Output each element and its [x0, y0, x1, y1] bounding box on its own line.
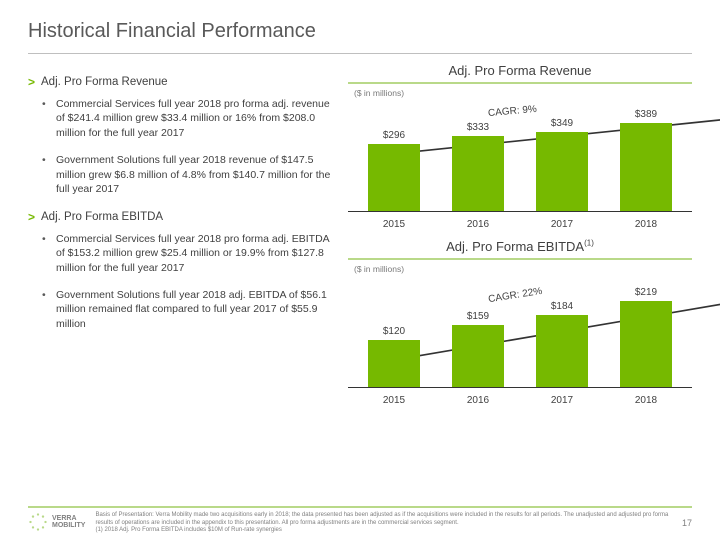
x-tick-label: 2017 — [532, 219, 592, 230]
bars-area: $296 $333 $349 $389 — [348, 112, 692, 212]
chart-plot: CAGR: 22%$120$159$184$219201520162017201… — [348, 276, 692, 406]
bullet-item: Commercial Services full year 2018 pro f… — [48, 97, 338, 141]
chevron-icon: > — [28, 74, 35, 91]
x-axis: 2015 2016 2017 2018 — [348, 395, 692, 406]
bar-wrap: $184 — [532, 301, 592, 387]
right-column: Adj. Pro Forma Revenue($ in millions)CAG… — [348, 62, 692, 414]
bullet-list: Commercial Services full year 2018 pro f… — [28, 232, 338, 332]
chart-title: Adj. Pro Forma EBITDA(1) — [446, 239, 594, 254]
x-tick-label: 2017 — [532, 395, 592, 406]
x-tick-label: 2018 — [616, 219, 676, 230]
bullet-item: Commercial Services full year 2018 pro f… — [48, 232, 338, 276]
section-label: Adj. Pro Forma EBITDA — [41, 209, 163, 225]
logo: VERRA MOBILITY — [28, 512, 85, 532]
chart-units: ($ in millions) — [354, 264, 692, 274]
bullet-item: Government Solutions full year 2018 adj.… — [48, 288, 338, 332]
x-tick-label: 2016 — [448, 219, 508, 230]
left-column: > Adj. Pro Forma Revenue Commercial Servic… — [28, 62, 338, 414]
chart-block: Adj. Pro Forma EBITDA(1)($ in millions)C… — [348, 238, 692, 406]
bar — [452, 325, 504, 387]
chevron-icon: > — [28, 209, 35, 226]
bar — [620, 301, 672, 387]
bar-value-label: $219 — [635, 287, 657, 298]
bar-value-label: $159 — [467, 311, 489, 322]
bar — [368, 340, 420, 387]
chart-plot: CAGR: 9%$296$333$349$3892015201620172018 — [348, 100, 692, 230]
section-heading: > Adj. Pro Forma Revenue — [28, 74, 338, 91]
bar-value-label: $120 — [383, 326, 405, 337]
logo-text-bottom: MOBILITY — [52, 522, 85, 529]
x-tick-label: 2015 — [364, 219, 424, 230]
title-divider — [28, 53, 692, 54]
bar — [620, 123, 672, 211]
chart-title: Adj. Pro Forma Revenue — [448, 63, 591, 78]
bullet-list: Commercial Services full year 2018 pro f… — [28, 97, 338, 197]
page-title: Historical Financial Performance — [28, 20, 692, 43]
bar — [452, 136, 504, 211]
x-tick-label: 2016 — [448, 395, 508, 406]
x-tick-label: 2018 — [616, 395, 676, 406]
section-heading: > Adj. Pro Forma EBITDA — [28, 209, 338, 226]
bar-value-label: $184 — [551, 301, 573, 312]
bar-value-label: $296 — [383, 130, 405, 141]
bar — [536, 132, 588, 211]
bar — [368, 144, 420, 211]
x-tick-label: 2015 — [364, 395, 424, 406]
bullet-item: Government Solutions full year 2018 reve… — [48, 153, 338, 197]
footer-divider — [28, 506, 692, 508]
bar-wrap: $389 — [616, 109, 676, 211]
chart-title-wrap: Adj. Pro Forma Revenue — [348, 62, 692, 84]
bar-value-label: $349 — [551, 118, 573, 129]
bar-wrap: $219 — [616, 287, 676, 387]
bar-wrap: $120 — [364, 326, 424, 387]
logo-icon — [28, 512, 48, 532]
section-label: Adj. Pro Forma Revenue — [41, 74, 168, 90]
bar-wrap: $349 — [532, 118, 592, 211]
bar-value-label: $333 — [467, 122, 489, 133]
bar-wrap: $159 — [448, 311, 508, 387]
logo-text-top: VERRA — [52, 515, 85, 522]
bar-value-label: $389 — [635, 109, 657, 120]
bar-wrap: $296 — [364, 130, 424, 211]
chart-block: Adj. Pro Forma Revenue($ in millions)CAG… — [348, 62, 692, 230]
bar — [536, 315, 588, 387]
x-axis: 2015 2016 2017 2018 — [348, 219, 692, 230]
bars-area: $120 $159 $184 $219 — [348, 288, 692, 388]
page-number: 17 — [682, 518, 692, 528]
footnote-text: Basis of Presentation: Verra Mobility ma… — [95, 512, 672, 534]
footer: VERRA MOBILITY Basis of Presentation: Ve… — [0, 506, 720, 534]
chart-units: ($ in millions) — [354, 88, 692, 98]
bar-wrap: $333 — [448, 122, 508, 211]
chart-title-wrap: Adj. Pro Forma EBITDA(1) — [348, 238, 692, 260]
